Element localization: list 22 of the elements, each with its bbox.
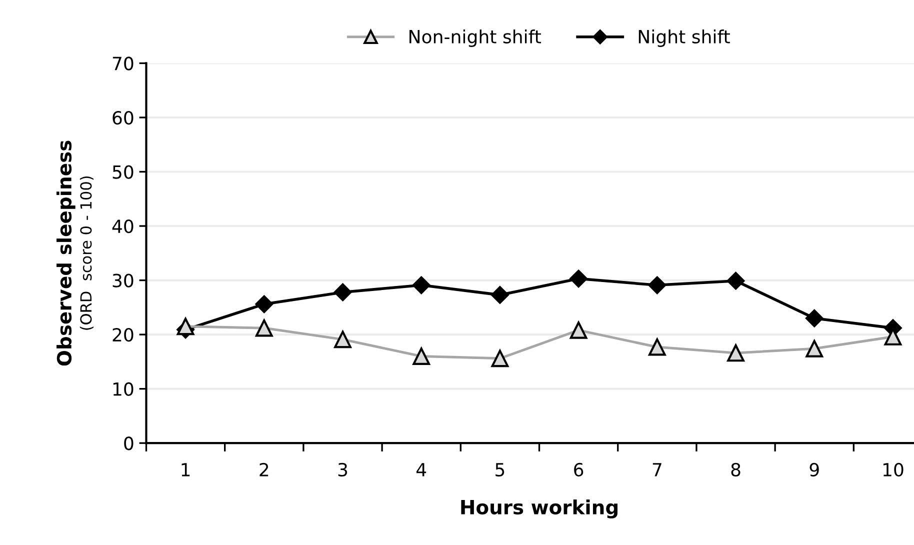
y-axis-title: Observed sleepiness (ORD score 0 - 100)	[56, 140, 94, 366]
x-tick-label: 5	[496, 463, 504, 477]
legend-label: Non-night shift	[410, 29, 541, 47]
y-tick-label: 50	[112, 165, 134, 179]
legend-label: Night shift	[638, 29, 730, 47]
y-tick-label: 70	[112, 56, 134, 70]
x-tick-label: 2	[260, 462, 268, 476]
y-tick-label: 20	[112, 328, 134, 342]
y-tick-label: 30	[112, 274, 134, 288]
y-tick-label: 10	[113, 382, 134, 396]
y-tick-label: 60	[112, 110, 134, 125]
x-tick-label: 10	[883, 462, 904, 477]
y-tick-label: 40	[112, 219, 134, 234]
x-tick-label: 8	[731, 462, 740, 477]
x-tick-label: 3	[338, 462, 348, 477]
x-tick-label: 7	[652, 463, 662, 476]
x-tick-label: 1	[182, 463, 190, 476]
y-tick-label: 0	[124, 436, 134, 450]
x-tick-label: 6	[574, 462, 584, 477]
x-axis-title: Hours working	[461, 499, 618, 518]
x-tick-label: 9	[810, 462, 819, 477]
x-tick-label: 4	[416, 463, 426, 476]
